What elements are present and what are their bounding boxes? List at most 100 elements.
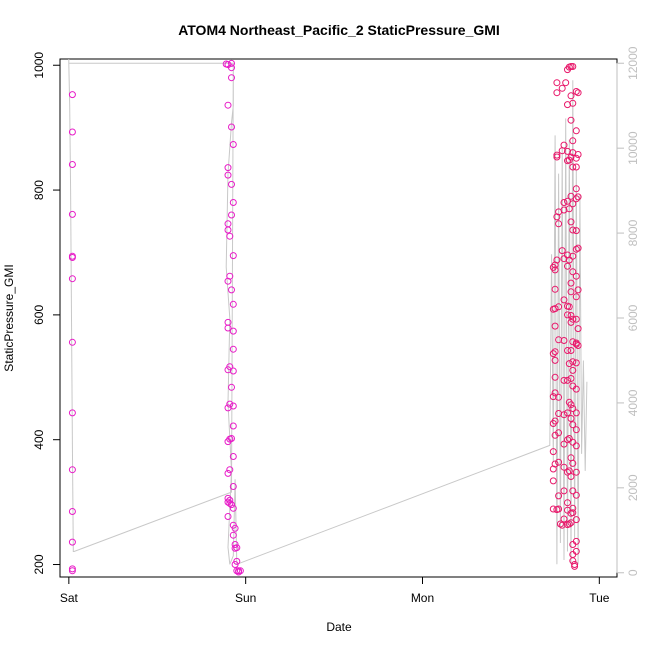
- data-point: [549, 393, 557, 401]
- data-point: [553, 151, 561, 159]
- data-point: [567, 473, 575, 480]
- y-right-tick-label: 2000: [626, 474, 640, 501]
- data-point: [555, 505, 563, 513]
- data-point: [551, 305, 559, 313]
- data-point: [574, 244, 582, 252]
- data-point: [229, 300, 237, 308]
- data-point: [560, 440, 568, 448]
- data-point: [558, 84, 566, 92]
- data-point: [560, 487, 568, 495]
- y-left-tick-label: 1000: [32, 52, 46, 79]
- data-point: [560, 206, 568, 214]
- data-point: [226, 400, 234, 408]
- data-point: [565, 205, 573, 213]
- data-point: [224, 101, 232, 109]
- data-point: [569, 200, 577, 208]
- data-point: [572, 385, 580, 393]
- data-point: [572, 537, 580, 545]
- data-point: [551, 322, 559, 330]
- data-point: [224, 513, 232, 520]
- data-point: [226, 232, 234, 240]
- data-point: [574, 193, 582, 201]
- data-point: [229, 141, 237, 148]
- data-point: [229, 531, 237, 539]
- data-point: [569, 504, 577, 512]
- data-point: [572, 409, 580, 417]
- y-right-tick-label: 0: [626, 569, 640, 576]
- y-right-tick-label: 4000: [626, 389, 640, 416]
- data-point: [567, 288, 575, 296]
- data-point: [231, 524, 239, 532]
- data-point: [551, 389, 559, 397]
- data-point: [572, 426, 580, 434]
- data-point: [572, 340, 580, 348]
- data-point: [574, 89, 582, 97]
- data-point: [236, 567, 244, 575]
- data-point: [572, 516, 580, 524]
- data-point: [567, 375, 575, 382]
- data-point: [68, 409, 76, 417]
- data-point: [560, 376, 568, 384]
- data-point: [560, 141, 568, 149]
- data-point: [572, 359, 580, 367]
- y-left-tick-label: 400: [32, 429, 46, 449]
- plot-frame: [59, 58, 618, 578]
- data-point: [68, 91, 76, 99]
- data-point: [229, 367, 237, 375]
- data-point: [553, 79, 561, 87]
- data-point: [228, 64, 235, 72]
- data-point: [68, 210, 76, 218]
- data-point: [569, 459, 577, 467]
- data-point: [560, 296, 568, 304]
- data-point: [68, 538, 76, 546]
- data-point: [560, 515, 568, 523]
- data-point: [572, 163, 580, 171]
- x-tick-label: Sun: [235, 591, 256, 605]
- data-point: [228, 211, 235, 219]
- data-point: [226, 466, 234, 474]
- data-point: [549, 448, 557, 456]
- data-point: [553, 89, 561, 97]
- data-point: [574, 325, 582, 333]
- data-point: [569, 268, 577, 276]
- data-point: [555, 220, 563, 228]
- data-point: [558, 247, 566, 255]
- data-point: [560, 337, 568, 344]
- series-line-path: [68, 59, 588, 566]
- data-point: [565, 435, 573, 442]
- data-point: [572, 154, 580, 162]
- data-point: [224, 438, 232, 446]
- data-point: [572, 272, 580, 280]
- data-point: [229, 252, 237, 260]
- data-point: [553, 256, 561, 264]
- data-point: [68, 128, 76, 136]
- data-point: [224, 171, 232, 179]
- data-point: [228, 59, 235, 67]
- data-point: [564, 499, 571, 507]
- x-tick-label: Tue: [589, 591, 610, 605]
- data-point: [569, 226, 577, 234]
- data-point: [572, 491, 580, 499]
- y-left-tick-label: 200: [32, 554, 46, 574]
- data-point: [68, 338, 76, 346]
- data-point: [68, 161, 76, 168]
- data-point: [571, 561, 579, 568]
- data-point: [68, 466, 76, 474]
- data-point: [569, 358, 577, 366]
- data-point: [572, 127, 580, 135]
- data-point: [569, 99, 577, 107]
- series-points-left-axis: [68, 59, 582, 576]
- data-point: [567, 279, 575, 287]
- data-point: [229, 483, 237, 490]
- data-point: [229, 422, 237, 430]
- data-point: [229, 402, 237, 410]
- x-tick-label: Mon: [411, 591, 434, 605]
- data-point: [567, 347, 575, 354]
- data-point: [229, 199, 237, 206]
- data-point: [560, 199, 568, 206]
- data-point: [555, 393, 563, 401]
- data-point: [229, 453, 237, 460]
- data-point: [571, 562, 579, 570]
- data-point: [564, 376, 571, 384]
- data-point: [555, 429, 563, 437]
